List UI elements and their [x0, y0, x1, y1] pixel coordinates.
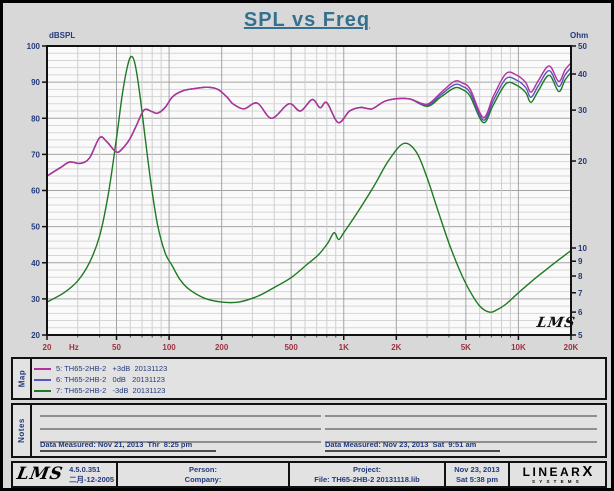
linearx-systems-logo: LINEARX SYSTEMS	[510, 464, 605, 485]
svg-text:6: 6	[578, 308, 583, 317]
svg-text:10: 10	[578, 244, 587, 253]
legend-label: 6: TH65-2HB-2 0dB 20131123	[56, 375, 165, 384]
svg-text:50: 50	[31, 223, 40, 232]
spl-vs-freq-chart-canvas: 100 90 80 70 60 50 40 30 20 50 40 30 20 10 9 8 7 6 5 20 50 10…	[27, 42, 588, 352]
footer-version-cell: LMS 4.5.0.351 二月-12-2005	[13, 463, 116, 486]
svg-text:20K: 20K	[564, 343, 579, 352]
svg-text:30: 30	[578, 106, 587, 115]
legend-item: 5: TH65-2HB-2 +3dB 20131123	[34, 363, 167, 374]
notes-panel: Notes Data Measured: Nov 21, 2013 Thr 8:…	[11, 403, 607, 458]
svg-text:7: 7	[578, 289, 583, 298]
legend-color-swatch	[34, 389, 51, 392]
linearx-systems-sub: SYSTEMS	[532, 479, 583, 485]
ruled-line	[325, 441, 597, 443]
svg-text:2K: 2K	[391, 343, 401, 352]
svg-text:20: 20	[578, 157, 587, 166]
app-version: 4.5.0.351	[69, 465, 101, 475]
notes-column-right: Data Measured: Nov 23, 2013 Sat 9:51 am	[325, 411, 597, 453]
legend-color-swatch	[34, 367, 51, 370]
app-version-date: 二月-12-2005	[69, 474, 115, 484]
svg-text:70: 70	[31, 150, 40, 159]
svg-text:90: 90	[31, 78, 40, 87]
data-measured-right: Data Measured: Nov 23, 2013 Sat 9:51 am	[325, 440, 501, 452]
svg-text:20: 20	[31, 331, 40, 340]
ruled-line	[325, 415, 597, 417]
project-file: File: TH65-2HB-2 20131118.lib	[314, 474, 420, 484]
left-axis-unit-label: dBSPL	[49, 31, 76, 40]
report-time: Sat 5:38 pm	[455, 474, 499, 484]
svg-text:60: 60	[31, 187, 40, 196]
legend-label: 7: TH65-2HB-2 -3dB 20131123	[56, 386, 166, 395]
page-title: SPL vs Freq	[243, 9, 371, 31]
right-axis-unit-label: Ohm	[570, 31, 589, 40]
svg-text:Hz: Hz	[69, 343, 79, 352]
footer-person-cell: Person: Company:	[116, 463, 288, 486]
legend-item: 7: TH65-2HB-2 -3dB 20131123	[34, 385, 167, 396]
ruled-line	[325, 428, 597, 430]
svg-text:9: 9	[578, 257, 583, 266]
svg-text:10K: 10K	[511, 343, 526, 352]
svg-text:1K: 1K	[339, 343, 349, 352]
footer-bar: LMS 4.5.0.351 二月-12-2005 Person: Company…	[11, 461, 607, 488]
legend-color-swatch	[34, 378, 51, 381]
footer-datetime-cell: Nov 23, 2013 Sat 5:38 pm	[444, 463, 508, 486]
ruled-line	[40, 415, 321, 417]
legend-item: 6: TH65-2HB-2 0dB 20131123	[34, 374, 167, 385]
map-panel-title: Map	[13, 359, 32, 398]
svg-text:200: 200	[215, 343, 229, 352]
svg-text:80: 80	[31, 114, 40, 123]
svg-text:100: 100	[27, 42, 41, 51]
svg-text:500: 500	[284, 343, 298, 352]
project-label: Project:	[353, 464, 381, 474]
svg-text:5: 5	[578, 331, 583, 340]
svg-text:50: 50	[112, 343, 121, 352]
svg-text:20: 20	[43, 343, 52, 352]
legend-label: 5: TH65-2HB-2 +3dB 20131123	[56, 364, 168, 373]
notes-panel-title: Notes	[13, 405, 32, 456]
report-date: Nov 23, 2013	[454, 464, 500, 474]
footer-brand-cell: LINEARX SYSTEMS	[508, 463, 605, 486]
curve-legend: 5: TH65-2HB-2 +3dB 20131123 6: TH65-2HB-2…	[34, 363, 167, 396]
svg-text:40: 40	[578, 70, 587, 79]
map-panel: Map 5: TH65-2HB-2 +3dB 20131123 6: TH65-2…	[11, 357, 607, 400]
person-label: Person:	[189, 464, 217, 474]
data-measured-left: Data Measured: Nov 21, 2013 Thr 8:25 pm	[40, 440, 217, 452]
company-label: Company:	[184, 474, 222, 484]
svg-text:50: 50	[578, 42, 587, 51]
svg-text:40: 40	[31, 259, 40, 268]
svg-text:100: 100	[162, 343, 176, 352]
lms-watermark: LMS	[535, 315, 577, 331]
svg-text:30: 30	[31, 295, 40, 304]
footer-project-cell: Project: File: TH65-2HB-2 20131118.lib	[288, 463, 444, 486]
svg-text:5K: 5K	[461, 343, 471, 352]
ruled-line	[40, 428, 321, 430]
svg-text:8: 8	[578, 272, 583, 281]
lms-logo: LMS	[15, 464, 65, 485]
notes-column-left: Data Measured: Nov 21, 2013 Thr 8:25 pm	[40, 411, 321, 453]
ruled-line	[40, 441, 321, 443]
